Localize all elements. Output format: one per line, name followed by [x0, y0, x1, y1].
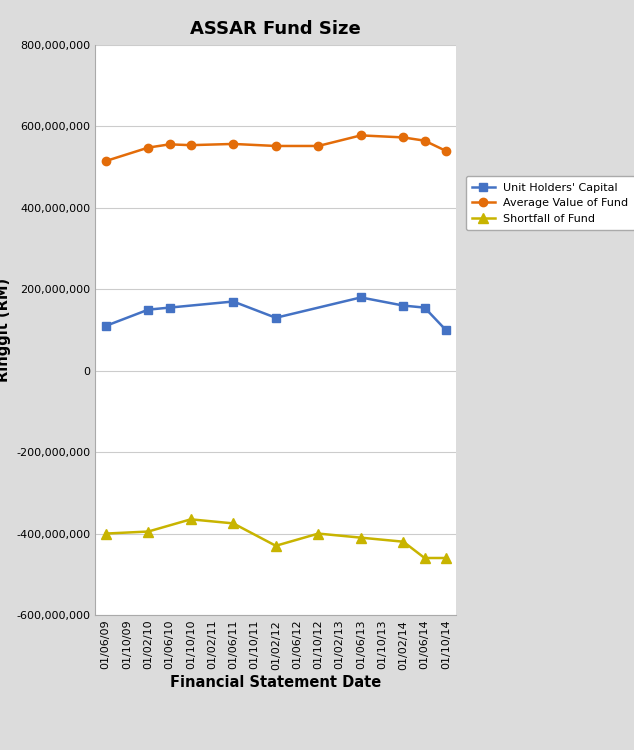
Unit Holders' Capital: [442, 326, 450, 334]
Average Value of Fund: [230, 140, 237, 148]
Shortfall of Fund: [399, 537, 407, 546]
Average Value of Fund: [357, 131, 365, 140]
Shortfall of Fund: [187, 514, 195, 523]
Unit Holders' Capital: [421, 303, 429, 312]
Unit Holders' Capital: [102, 322, 110, 331]
Title: ASSAR Fund Size: ASSAR Fund Size: [190, 20, 361, 38]
Shortfall of Fund: [272, 542, 280, 550]
Unit Holders' Capital: [399, 301, 407, 310]
Shortfall of Fund: [357, 533, 365, 542]
Shortfall of Fund: [314, 529, 322, 538]
Line: Shortfall of Fund: Shortfall of Fund: [101, 514, 451, 562]
Unit Holders' Capital: [165, 303, 173, 312]
Shortfall of Fund: [145, 527, 152, 536]
Y-axis label: Ringgit (RM): Ringgit (RM): [0, 278, 11, 382]
Line: Unit Holders' Capital: Unit Holders' Capital: [101, 293, 450, 334]
Unit Holders' Capital: [272, 314, 280, 322]
Average Value of Fund: [272, 142, 280, 151]
Average Value of Fund: [421, 136, 429, 146]
Average Value of Fund: [145, 143, 152, 152]
Shortfall of Fund: [230, 519, 237, 528]
Unit Holders' Capital: [145, 305, 152, 314]
Average Value of Fund: [442, 146, 450, 155]
Line: Average Value of Fund: Average Value of Fund: [101, 131, 450, 165]
Average Value of Fund: [187, 141, 195, 150]
Average Value of Fund: [102, 157, 110, 166]
Average Value of Fund: [165, 140, 173, 148]
Shortfall of Fund: [102, 529, 110, 538]
Shortfall of Fund: [421, 554, 429, 562]
Legend: Unit Holders' Capital, Average Value of Fund, Shortfall of Fund: Unit Holders' Capital, Average Value of …: [465, 176, 634, 230]
Shortfall of Fund: [442, 554, 450, 562]
X-axis label: Financial Statement Date: Financial Statement Date: [170, 675, 382, 690]
Average Value of Fund: [399, 133, 407, 142]
Unit Holders' Capital: [357, 293, 365, 302]
Unit Holders' Capital: [230, 297, 237, 306]
Average Value of Fund: [314, 142, 322, 151]
